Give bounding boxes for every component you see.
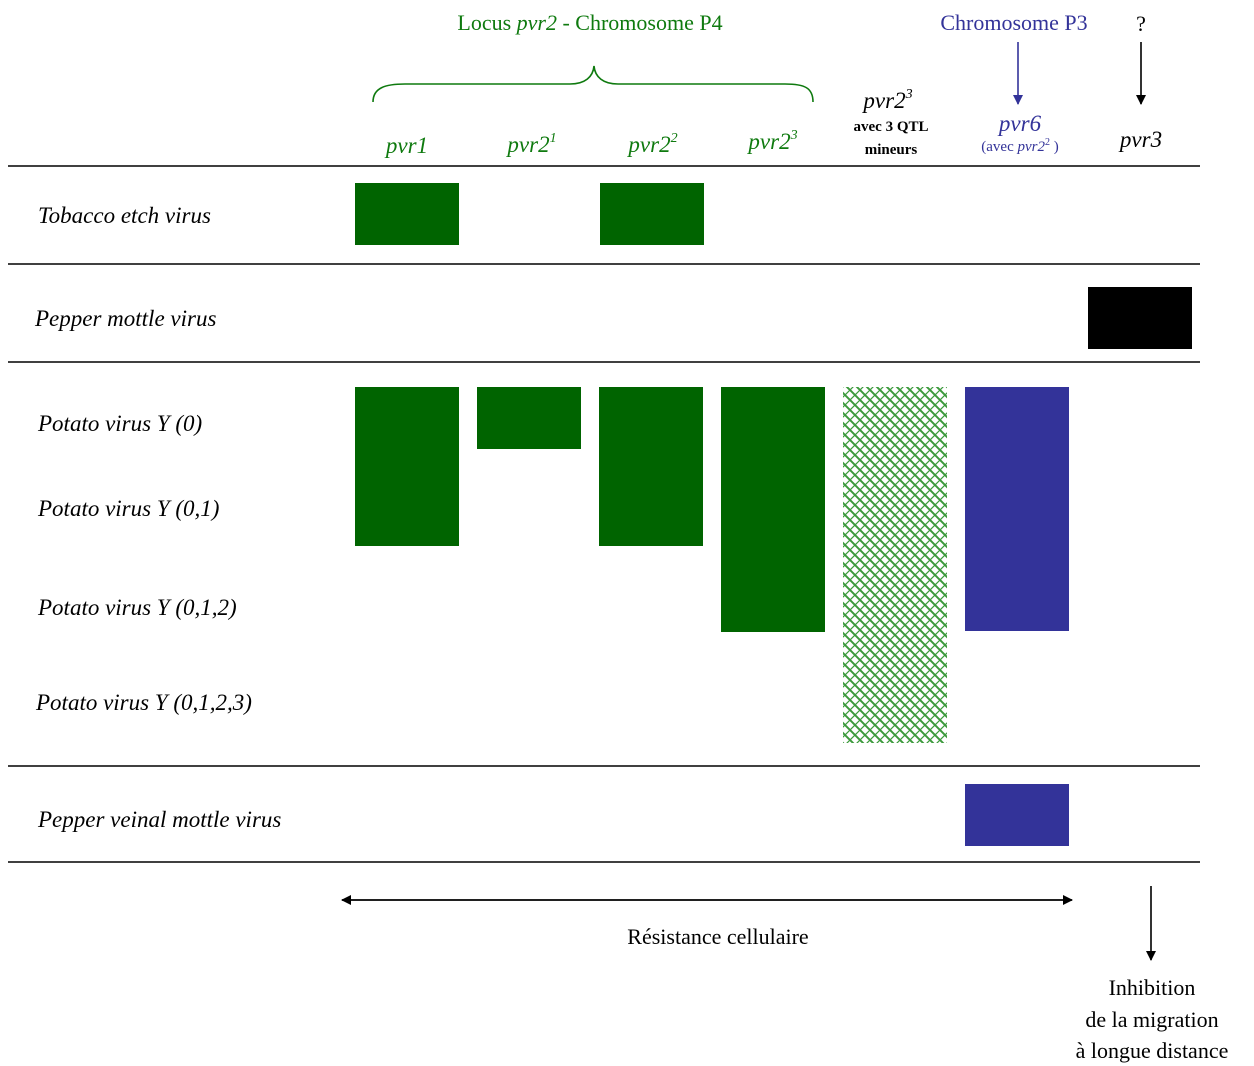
col-qtl-header: pvr23 avec 3 QTL mineurs xyxy=(854,87,929,158)
col-pvr2-1: pvr21 xyxy=(505,131,556,157)
row-pepper-veinal-mottle-virus: Pepper veinal mottle virus xyxy=(37,807,281,832)
col-pvr6-note: (avec pvr22 ) xyxy=(981,137,1058,155)
block-pvmv-pvr6 xyxy=(965,784,1069,846)
block-pepmov-pvr3 xyxy=(1088,287,1192,349)
inhibition-line-3: à longue distance xyxy=(1076,1038,1229,1063)
row-pvy-0123: Potato virus Y (0,1,2,3) xyxy=(35,690,252,715)
inhibition-line-2: de la migration xyxy=(1085,1007,1218,1032)
question-mark: ? xyxy=(1136,11,1146,36)
col-qtl-gene: pvr23 xyxy=(861,87,912,113)
block-pvy-pvr1 xyxy=(355,387,459,546)
col-pvr2-2: pvr22 xyxy=(626,131,677,157)
col-pvr1: pvr1 xyxy=(384,133,428,158)
row-pvy-01: Potato virus Y (0,1) xyxy=(37,496,219,521)
block-pvy-pvr2-3 xyxy=(721,387,825,632)
locus-brace xyxy=(372,65,814,103)
col-pvr2-3: pvr23 xyxy=(746,128,797,154)
col-pvr6-header: pvr6 (avec pvr22 ) xyxy=(981,111,1058,155)
col-pvr3: pvr3 xyxy=(1118,127,1162,152)
cellular-resistance-label: Résistance cellulaire xyxy=(627,924,808,949)
inhibition-line-1: Inhibition xyxy=(1109,975,1196,1000)
row-pvy-012: Potato virus Y (0,1,2) xyxy=(37,595,237,620)
col-qtl-line2: mineurs xyxy=(865,142,918,158)
locus-title: Locus pvr2 - Chromosome P4 xyxy=(457,10,722,35)
block-tev-pvr1 xyxy=(355,183,459,245)
block-pvy-qtl-hatched xyxy=(843,387,947,743)
chromosome-p3-label: Chromosome P3 xyxy=(940,10,1087,35)
block-pvy-pvr6 xyxy=(965,387,1069,631)
block-pvy-pvr2-2 xyxy=(599,387,703,546)
col-qtl-line1: avec 3 QTL xyxy=(854,119,929,135)
col-pvr6: pvr6 xyxy=(997,111,1042,136)
row-pepper-mottle-virus: Pepper mottle virus xyxy=(34,306,216,331)
row-pvy-0: Potato virus Y (0) xyxy=(37,411,202,436)
block-tev-pvr2-2 xyxy=(600,183,704,245)
block-pvy-pvr2-1 xyxy=(477,387,581,449)
row-tobacco-etch-virus: Tobacco etch virus xyxy=(38,203,211,228)
